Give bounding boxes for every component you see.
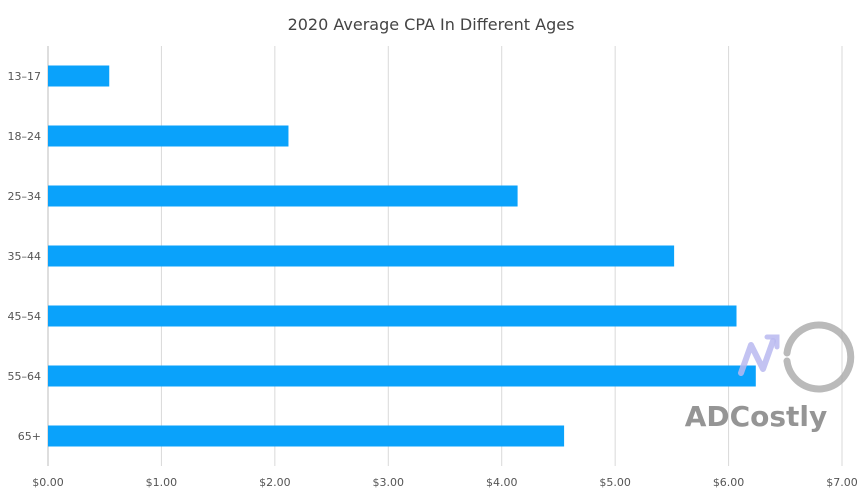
x-tick-label: $3.00 [373, 476, 405, 489]
y-axis-tick-labels: 13–17 18–24 25–34 35–44 45–54 55–64 65+ [8, 70, 42, 443]
bar-25-34 [48, 185, 518, 207]
bar-65+ [48, 425, 565, 447]
y-tick-label: 25–34 [8, 190, 42, 203]
y-tick-label: 18–24 [8, 130, 42, 143]
y-tick-label: 13–17 [8, 70, 42, 83]
x-tick-label: $6.00 [713, 476, 745, 489]
bar-35-44 [48, 245, 675, 267]
bar-45-54 [48, 305, 737, 327]
x-tick-label: $2.00 [259, 476, 291, 489]
x-tick-label: $7.00 [826, 476, 858, 489]
bars [48, 65, 756, 447]
bar-18-24 [48, 125, 289, 147]
y-tick-label: 55–64 [8, 370, 42, 383]
watermark: ADCostly [685, 321, 855, 433]
x-tick-label: $4.00 [486, 476, 518, 489]
y-tick-label: 65+ [18, 430, 41, 443]
y-tick-label: 35–44 [8, 250, 42, 263]
bar-55-64 [48, 365, 756, 387]
bar-13-17 [48, 65, 110, 87]
x-axis-tick-labels: $0.00 $1.00 $2.00 $3.00 $4.00 $5.00 $6.00 $7.00 [32, 476, 858, 489]
watermark-text: ADCostly [685, 400, 828, 433]
x-tick-label: $1.00 [146, 476, 178, 489]
x-tick-label: $0.00 [32, 476, 64, 489]
chart-title: 2020 Average CPA In Different Ages [288, 15, 575, 34]
adcostly-logo-icon [738, 321, 855, 393]
y-tick-label: 45–54 [8, 310, 42, 323]
x-tick-label: $5.00 [599, 476, 631, 489]
